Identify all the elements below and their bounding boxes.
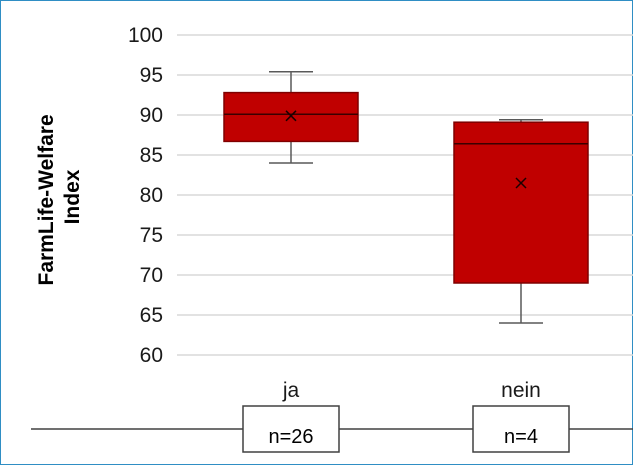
y-tick-label: 100 — [128, 24, 163, 47]
y-tick-label: 75 — [140, 224, 163, 247]
box-ja — [223, 71, 359, 164]
x-axis: ja nein n=26 n=4 — [31, 379, 633, 453]
box-nein — [453, 119, 589, 324]
y-tick-label: 70 — [140, 264, 163, 287]
n-label: n=4 — [504, 426, 538, 448]
n-label-box — [242, 405, 340, 453]
iqr-box — [223, 91, 359, 143]
n-label-box — [472, 405, 570, 453]
y-tick-label: 80 — [140, 184, 163, 207]
y-tick-label: 60 — [140, 344, 163, 367]
y-axis-title-line1: FarmLife-Welfare — [35, 114, 58, 285]
iqr-box — [453, 121, 589, 284]
mean-marker — [285, 110, 297, 122]
x-category-label: ja — [282, 379, 300, 402]
n-label: n=26 — [268, 426, 313, 448]
y-axis-ticks: 60 65 70 75 80 85 90 95 100 — [128, 24, 163, 367]
y-tick-label: 65 — [140, 304, 163, 327]
boxes — [223, 71, 589, 324]
y-tick-label: 85 — [140, 144, 163, 167]
y-tick-label: 95 — [140, 64, 163, 87]
x-category-label: nein — [501, 379, 541, 402]
y-axis-title-line2: Index — [61, 169, 84, 224]
mean-marker — [515, 177, 527, 189]
y-tick-label: 90 — [140, 104, 163, 127]
y-axis-title: FarmLife-Welfare Index — [35, 108, 84, 285]
